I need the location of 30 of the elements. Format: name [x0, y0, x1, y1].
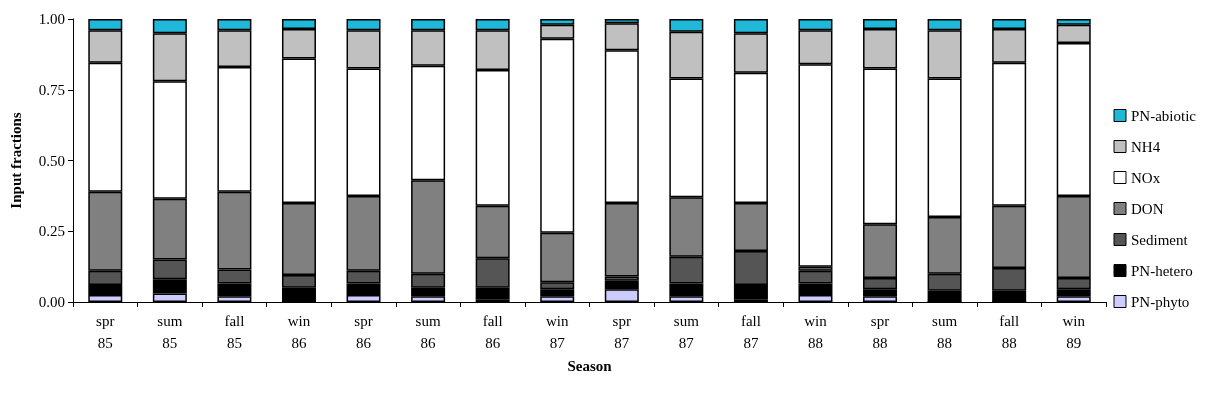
legend-label: DON — [1131, 200, 1164, 217]
x-tick-label: sum 86 — [415, 313, 441, 351]
x-tick-label: fall 88 — [999, 313, 1020, 351]
y-tick-label: 0.50 — [38, 152, 65, 169]
legend-label: NOx — [1131, 169, 1161, 186]
legend-label: PN-abiotic — [1131, 107, 1197, 124]
legend-label: PN-hetero — [1131, 262, 1193, 279]
x-tick-label: win 89 — [1062, 313, 1086, 351]
y-tick-label: 0.25 — [38, 223, 65, 240]
y-tick-label: 1.00 — [38, 11, 65, 27]
x-tick-label: fall 86 — [482, 313, 503, 351]
x-axis-title: Season — [567, 358, 613, 375]
x-tick-label: sum 87 — [673, 313, 700, 351]
legend-label: PN-phyto — [1131, 293, 1190, 310]
x-tick-label: sum 85 — [157, 313, 183, 351]
x-tick-label: spr 87 — [612, 313, 631, 351]
x-tick-label: win 86 — [287, 313, 311, 351]
x-tick-label: fall 87 — [740, 313, 761, 351]
x-tick-label: win 88 — [804, 313, 828, 351]
y-axis-title: Input fractions — [7, 112, 24, 209]
y-tick-label: 0.00 — [38, 294, 65, 310]
x-tick-label: win 87 — [545, 313, 569, 351]
x-tick-label: sum 88 — [932, 313, 958, 351]
legend-label: NH4 — [1131, 138, 1161, 155]
x-tick-label: spr 86 — [354, 313, 373, 351]
x-tick-label: spr 88 — [870, 313, 890, 351]
y-tick-label: 0.75 — [38, 81, 65, 98]
legend-label: Sediment — [1131, 231, 1189, 248]
x-tick-label: fall 85 — [224, 313, 245, 351]
x-tick-label: spr 85 — [96, 313, 115, 351]
